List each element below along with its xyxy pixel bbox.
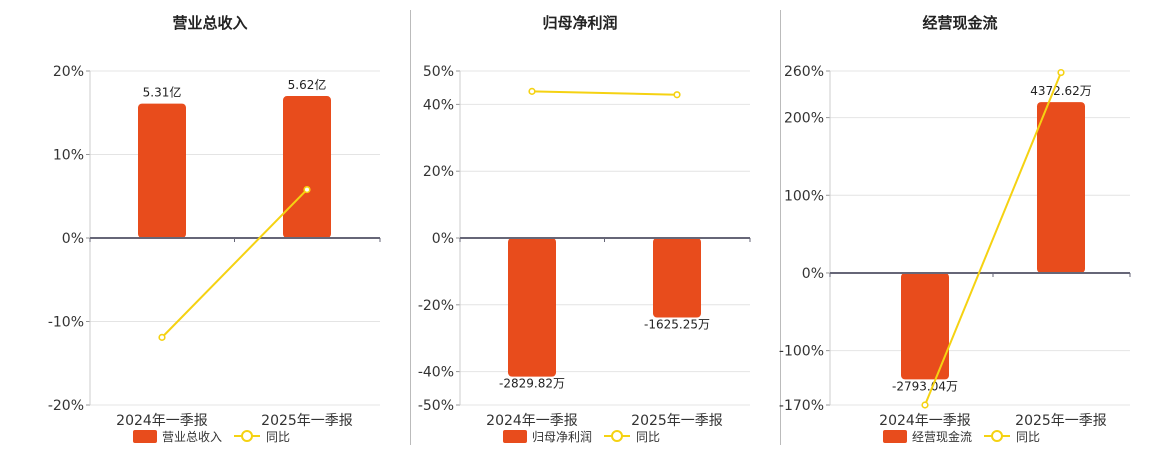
bar-0 — [901, 272, 949, 380]
legend-bar-label: 归母净利润 — [532, 430, 592, 444]
bar-data-label: 5.31亿 — [143, 85, 182, 100]
legend-line-marker — [991, 430, 1003, 442]
y-tick-label: -100% — [779, 344, 824, 360]
yoy-line — [531, 90, 678, 96]
y-tick-label: -170% — [779, 398, 824, 414]
bar-data-label: 5.62亿 — [288, 77, 327, 92]
x-tick-label: 2024年一季报 — [879, 413, 971, 429]
legend-bar-swatch — [503, 430, 527, 443]
legend-line-marker — [611, 430, 623, 442]
bar-0 — [138, 103, 186, 238]
bar-data-label: 4372.62万 — [1030, 84, 1092, 98]
chart-title: 归母净利润 — [542, 14, 617, 32]
x-tick-label: 2025年一季报 — [631, 413, 723, 429]
y-tick-label: -40% — [418, 365, 454, 381]
y-tick-label: 0% — [432, 231, 454, 247]
bar-0 — [508, 238, 556, 377]
legend-bar-swatch — [133, 430, 157, 443]
y-tick-label: 20% — [423, 164, 454, 180]
bar-1 — [283, 96, 331, 238]
legend-line-label: 同比 — [636, 430, 660, 444]
yoy-line — [161, 188, 308, 339]
yoy-point-1 — [1057, 68, 1065, 77]
x-tick-label: 2024年一季报 — [486, 413, 578, 429]
chart-title: 经营现金流 — [922, 14, 997, 32]
y-tick-label: 0% — [62, 231, 84, 247]
legend-line-label: 同比 — [1016, 430, 1040, 444]
bar-1 — [1037, 102, 1085, 273]
legend-bar-label: 营业总收入 — [162, 430, 222, 444]
bar-data-label: -2793.04万 — [892, 379, 958, 393]
yoy-point-1 — [303, 185, 311, 194]
y-tick-label: 200% — [784, 111, 824, 127]
y-tick-label: 100% — [784, 188, 824, 204]
y-tick-label: 10% — [53, 148, 84, 164]
yoy-line — [924, 72, 1062, 406]
y-tick-label: -10% — [48, 315, 84, 331]
legend-line-marker — [241, 430, 253, 442]
legend-bar-swatch — [883, 430, 907, 443]
yoy-point-1 — [673, 91, 681, 99]
yoy-point-0 — [158, 333, 166, 341]
x-tick-label: 2024年一季报 — [116, 413, 208, 429]
bar-1 — [653, 238, 701, 318]
bar-data-label: -2829.82万 — [499, 377, 565, 391]
y-tick-label: 260% — [784, 64, 824, 80]
x-tick-label: 2025年一季报 — [1015, 413, 1107, 429]
bar-data-label: -1625.25万 — [644, 317, 710, 331]
y-tick-label: -20% — [418, 298, 454, 314]
chart-title: 营业总收入 — [172, 14, 247, 32]
y-tick-label: 50% — [423, 64, 454, 80]
y-tick-label: 40% — [423, 97, 454, 113]
y-tick-label: -50% — [418, 398, 454, 414]
yoy-point-0 — [528, 87, 536, 95]
y-tick-label: 0% — [802, 266, 824, 282]
y-tick-label: -20% — [48, 398, 84, 414]
yoy-point-0 — [921, 401, 929, 409]
y-tick-label: 20% — [53, 64, 84, 80]
legend-line-label: 同比 — [266, 430, 290, 444]
legend-bar-label: 经营现金流 — [912, 429, 972, 444]
x-tick-label: 2025年一季报 — [261, 413, 353, 429]
